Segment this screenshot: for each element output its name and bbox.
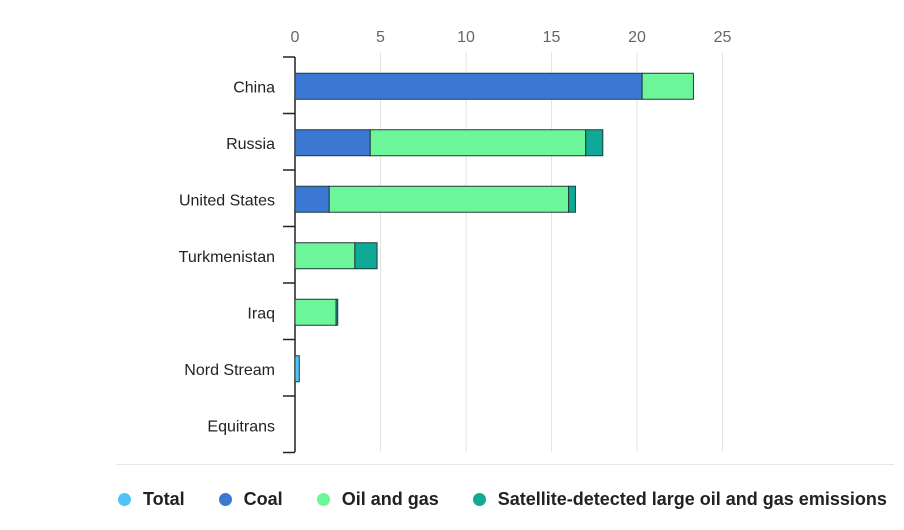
category-label: Equitrans	[207, 418, 275, 435]
x-tick-label-10: 10	[457, 29, 475, 46]
bar-satellite-detected-large-oil-and-gas-emissions-iraq	[335, 298, 339, 326]
bar-oil-and-gas-united-states	[328, 185, 570, 213]
bar-satellite-detected-large-oil-and-gas-emissions-turkmenistan	[354, 242, 378, 270]
legend-swatch-icon	[118, 493, 131, 506]
x-tick-label-20: 20	[628, 29, 646, 46]
x-tick-label-5: 5	[376, 29, 385, 46]
bars	[294, 72, 694, 383]
category-label: Iraq	[247, 305, 275, 322]
bar-satellite-detected-large-oil-and-gas-emissions-united-states	[568, 185, 576, 213]
bar-oil-and-gas-russia	[369, 129, 587, 157]
legend-item[interactable]: Coal	[218, 489, 283, 510]
legend-item[interactable]: Oil and gas	[316, 489, 439, 510]
legend-label: Satellite-detected large oil and gas emi…	[497, 489, 887, 509]
legend: Total Coal Oil and gas Satellite-detected l…	[118, 489, 887, 510]
legend-swatch-icon	[472, 493, 486, 506]
bar-coal-china	[294, 72, 643, 100]
category-labels: China Russia United States Turkmenistan Iraq…	[179, 79, 275, 435]
y-axis	[283, 56, 296, 454]
bar-oil-and-gas-turkmenistan	[294, 242, 356, 270]
legend-label: Oil and gas	[341, 489, 439, 509]
bar-coal-russia	[294, 129, 371, 157]
category-label: United States	[179, 192, 275, 209]
bar-total-nord-stream	[294, 355, 300, 383]
bar-coal-united-states	[294, 185, 330, 213]
x-tick-label-25: 25	[714, 29, 732, 46]
legend-label: Total	[143, 489, 185, 509]
bar-oil-and-gas-china	[641, 72, 694, 100]
gridlines	[380, 52, 723, 452]
x-tick-label-15: 15	[543, 29, 561, 46]
x-axis-ticks: 0 5 10 15 20 25	[291, 29, 732, 46]
category-label: Turkmenistan	[179, 249, 275, 266]
bar-oil-and-gas-iraq	[294, 298, 337, 326]
category-label: Nord Stream	[184, 362, 275, 379]
legend-item[interactable]: Total	[118, 489, 185, 510]
legend-divider	[116, 464, 894, 465]
x-tick-label-0: 0	[291, 29, 300, 46]
legend-item[interactable]: Satellite-detected large oil and gas emi…	[472, 489, 887, 510]
category-label: China	[233, 79, 275, 96]
legend-swatch-icon	[218, 493, 232, 506]
legend-label: Coal	[243, 489, 283, 509]
legend-swatch-icon	[316, 493, 330, 506]
category-label: Russia	[226, 136, 275, 153]
bar-satellite-detected-large-oil-and-gas-emissions-russia	[585, 129, 604, 157]
